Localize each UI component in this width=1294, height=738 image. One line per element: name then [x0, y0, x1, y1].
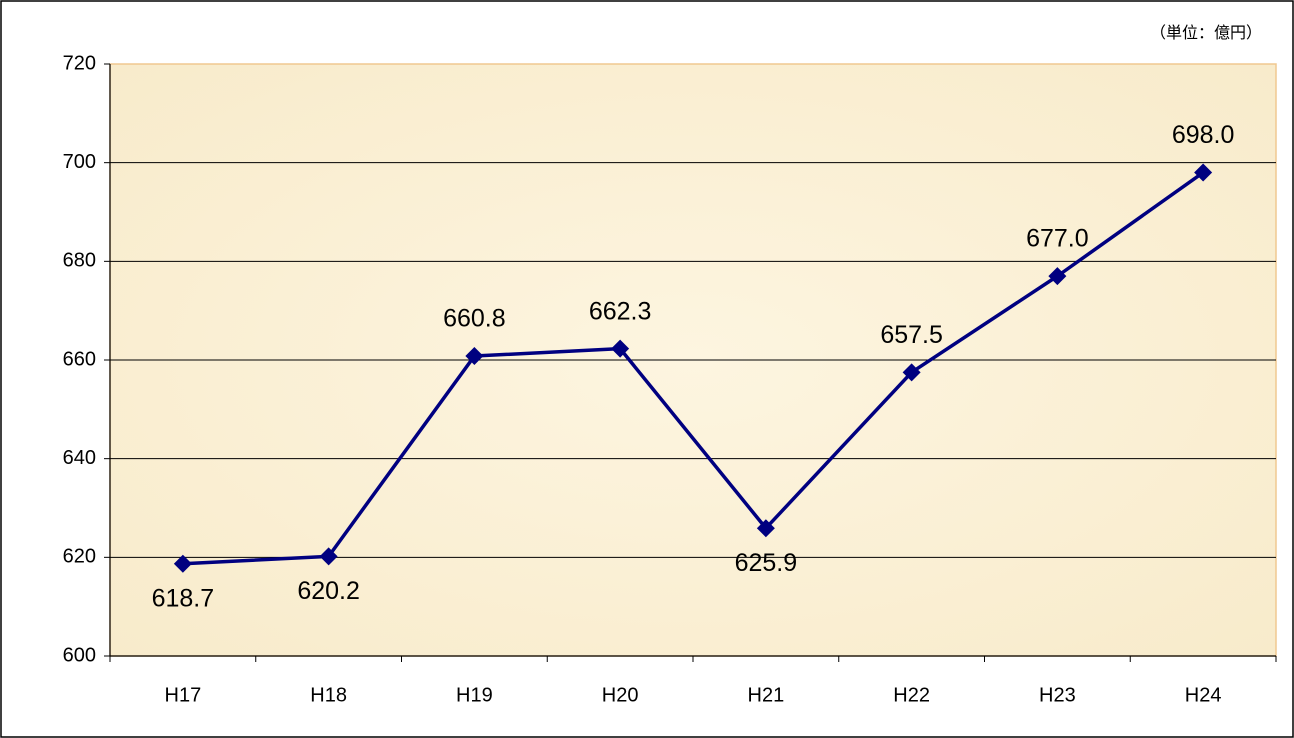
y-tick-label: 720	[63, 52, 96, 74]
marker	[756, 519, 775, 538]
y-tick-label: 640	[63, 447, 96, 469]
data-label: 660.8	[443, 305, 506, 333]
y-tick-label: 660	[63, 348, 96, 370]
marker	[902, 363, 921, 382]
x-tick-label: H18	[310, 684, 347, 706]
data-label: 698.0	[1172, 121, 1235, 149]
unit-annotation: （単位：億円）	[1150, 24, 1262, 42]
line	[182, 171, 1205, 566]
data-label: 620.2	[297, 577, 360, 605]
data-label: 625.9	[735, 549, 798, 577]
marker	[173, 554, 192, 573]
x-tick-label: H23	[1039, 684, 1076, 706]
marker	[465, 347, 484, 366]
marker	[1048, 267, 1067, 286]
x-tick-label: H21	[748, 684, 785, 706]
x-tick-label: H19	[456, 684, 493, 706]
marker	[1194, 163, 1213, 182]
marker	[611, 339, 630, 358]
x-tick-label: H22	[893, 684, 930, 706]
y-tick-label: 680	[63, 250, 96, 272]
x-tick-label: H17	[165, 684, 202, 706]
data-label: 677.0	[1026, 225, 1089, 253]
y-tick-label: 600	[63, 644, 96, 666]
data-label: 657.5	[880, 321, 943, 349]
x-tick-label: H24	[1185, 684, 1222, 706]
y-tick-label: 620	[63, 546, 96, 568]
data-label: 618.7	[152, 584, 215, 612]
data-label: 662.3	[589, 297, 652, 325]
x-tick-label: H20	[602, 684, 639, 706]
y-tick-label: 700	[63, 151, 96, 173]
marker	[319, 547, 338, 566]
